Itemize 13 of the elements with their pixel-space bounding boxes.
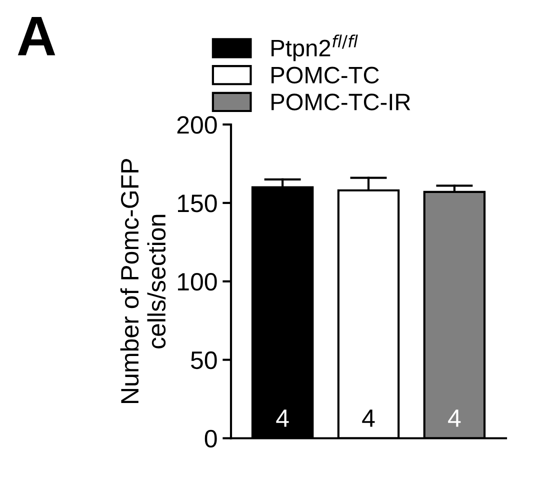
annotation: 4: [276, 410, 289, 427]
y-axis-title: Number of Pomc-GFP cells/section: [120, 159, 166, 403]
y-tick-label: 50: [191, 351, 217, 370]
y-tick-label: 0: [204, 430, 217, 448]
annotation: 4: [448, 410, 461, 427]
y-tick-label: 150: [178, 194, 217, 212]
annotation: 4: [362, 410, 375, 427]
text: A: [18, 16, 56, 56]
y-tick-label: 200: [177, 116, 217, 134]
legend-label: POMC-TC: [272, 66, 379, 84]
legend-label: POMC-TC-IR: [272, 94, 410, 110]
y-tick-label: 100: [178, 272, 217, 291]
legend-label: Ptpn2$^{fl/fl}$: [272, 34, 358, 62]
